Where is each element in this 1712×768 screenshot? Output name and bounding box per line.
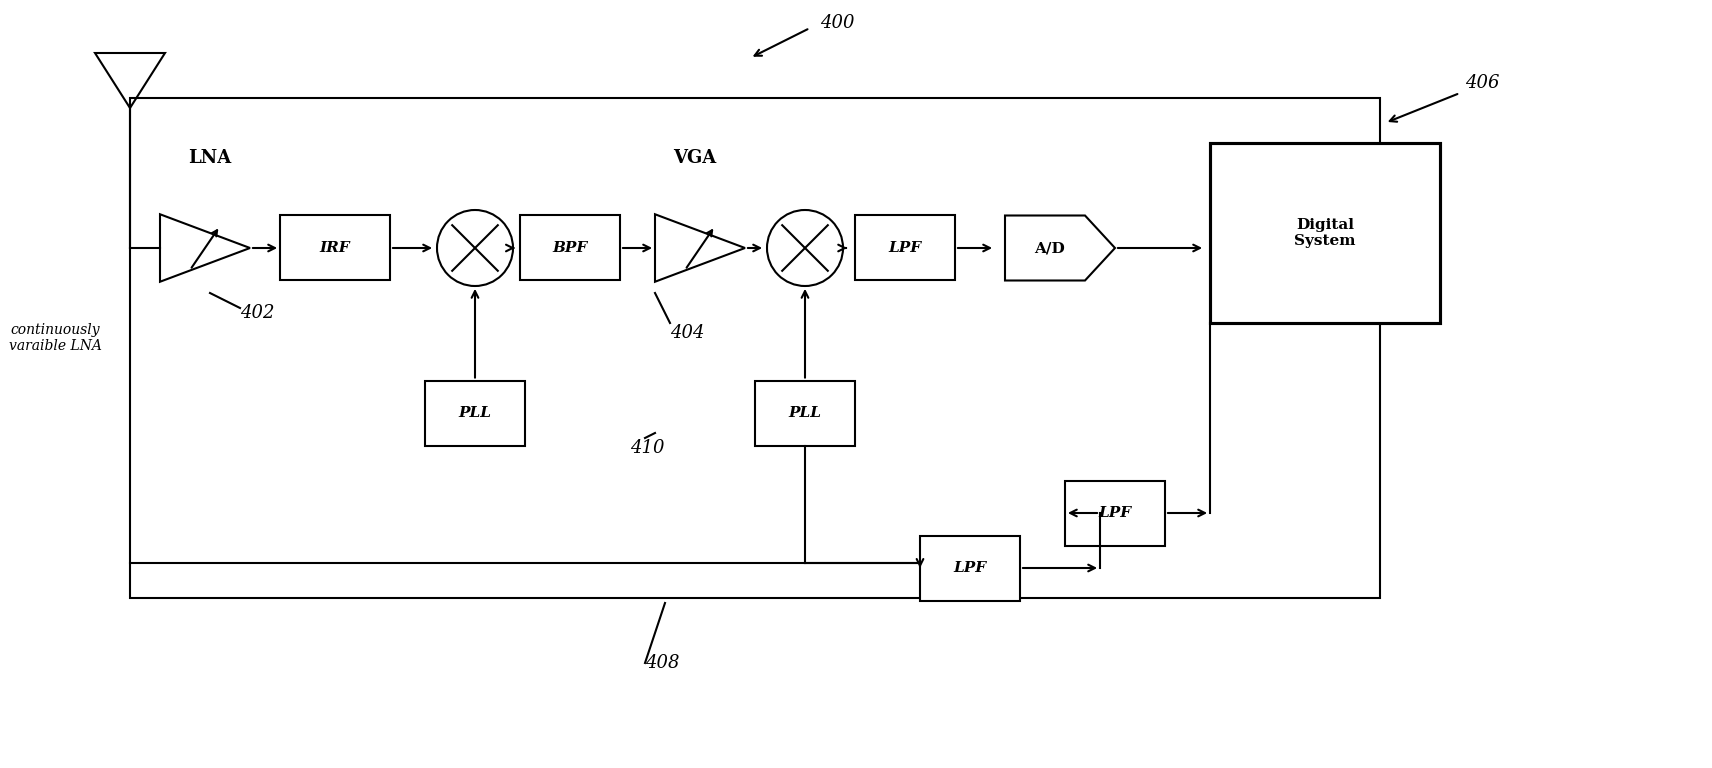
Text: A/D: A/D <box>1034 241 1065 255</box>
Text: LPF: LPF <box>889 241 921 255</box>
Bar <box>281 216 390 280</box>
Text: 406: 406 <box>1465 74 1500 92</box>
Polygon shape <box>656 214 745 282</box>
Text: 400: 400 <box>820 14 854 32</box>
Text: PLL: PLL <box>789 406 822 420</box>
Text: LPF: LPF <box>1099 506 1132 520</box>
Bar <box>130 98 1380 598</box>
Text: 408: 408 <box>645 654 680 672</box>
Text: PLL: PLL <box>459 406 491 420</box>
Polygon shape <box>159 214 250 282</box>
Text: 402: 402 <box>240 304 274 322</box>
Polygon shape <box>1005 216 1115 280</box>
Bar <box>1065 481 1164 545</box>
Text: continuously
varaible LNA: continuously varaible LNA <box>9 323 101 353</box>
Text: LPF: LPF <box>954 561 986 575</box>
Text: 410: 410 <box>630 439 664 457</box>
Text: LNA: LNA <box>188 149 231 167</box>
Text: 404: 404 <box>669 324 705 342</box>
Bar <box>919 535 1020 601</box>
Text: Digital
System: Digital System <box>1294 218 1356 248</box>
Bar <box>1210 143 1440 323</box>
Bar <box>755 380 854 445</box>
Polygon shape <box>94 53 164 108</box>
Circle shape <box>767 210 842 286</box>
Bar <box>854 216 955 280</box>
Text: VGA: VGA <box>673 149 717 167</box>
Bar <box>425 380 526 445</box>
Text: BPF: BPF <box>553 241 587 255</box>
Text: IRF: IRF <box>320 241 351 255</box>
Circle shape <box>437 210 514 286</box>
Bar <box>520 216 620 280</box>
